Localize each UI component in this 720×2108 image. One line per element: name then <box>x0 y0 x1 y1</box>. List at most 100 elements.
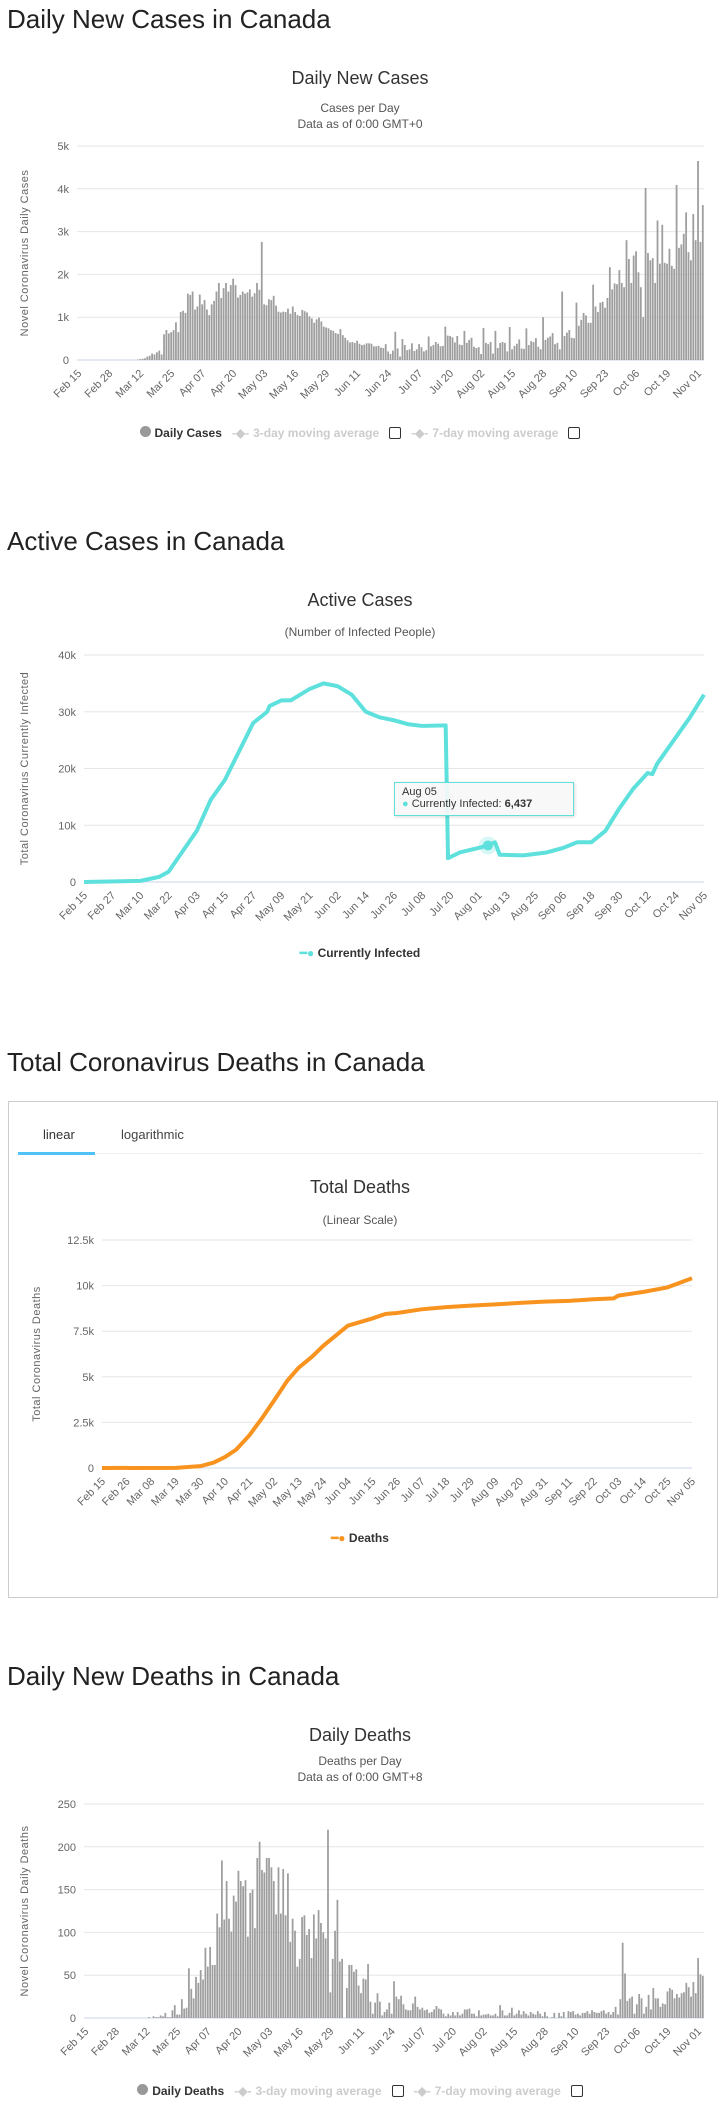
checkbox-7day-average[interactable] <box>570 2085 583 2097</box>
bar <box>644 187 647 360</box>
bar <box>510 2007 513 2018</box>
bar <box>647 1994 650 2018</box>
bar <box>639 287 642 360</box>
bar <box>456 336 459 360</box>
bar <box>213 1964 216 2018</box>
bar <box>239 294 242 360</box>
bar <box>659 263 661 360</box>
bar <box>144 358 146 360</box>
bar <box>461 345 463 360</box>
bar <box>322 1932 325 2018</box>
bar <box>315 319 318 360</box>
bar <box>210 304 213 360</box>
legend-label: 3-day moving average <box>255 2084 382 2098</box>
bar <box>640 1998 643 2018</box>
bar <box>246 292 249 360</box>
legend-item-3day-average[interactable]: -◆- 3-day moving average <box>234 2084 381 2098</box>
bar <box>346 340 349 360</box>
bar <box>380 347 382 360</box>
bar <box>477 347 480 360</box>
bar <box>291 306 294 360</box>
bar <box>616 284 618 360</box>
bar <box>324 1938 327 2018</box>
bar <box>439 346 442 360</box>
chart-title: Daily Deaths <box>308 1725 412 1745</box>
legend-item-3day-average[interactable]: -◆- 3-day moving average <box>232 426 379 440</box>
bar <box>489 2015 492 2018</box>
checkbox-3day-average[interactable] <box>391 2085 404 2097</box>
bar <box>345 1988 348 2018</box>
y-axis-label: Novel Coronavirus Daily Cases <box>19 170 31 337</box>
checkbox-7day-average[interactable] <box>568 427 581 439</box>
bar <box>602 2010 605 2018</box>
bar <box>244 293 246 360</box>
legend-item-7day-average[interactable]: -◆- 7-day moving average <box>411 426 558 440</box>
bar <box>239 1881 242 2018</box>
bar <box>692 1982 695 2018</box>
bar <box>508 2012 511 2018</box>
legend-label: 7-day moving average <box>432 426 559 440</box>
legend-item-daily-cases[interactable]: Daily Cases <box>139 426 222 440</box>
bar <box>244 1880 247 2018</box>
tooltip-value: 6,437 <box>504 798 533 810</box>
bar <box>621 1942 624 2018</box>
checkbox-3day-average[interactable] <box>389 427 402 439</box>
bar <box>172 330 175 360</box>
bar <box>155 352 158 360</box>
bar <box>466 2009 468 2018</box>
bar <box>437 343 440 360</box>
bar <box>631 1996 633 2018</box>
bar <box>577 325 580 360</box>
bar <box>317 1910 320 2018</box>
bar <box>588 2013 591 2018</box>
tab-linear[interactable]: linear <box>43 1127 75 1142</box>
bar <box>344 337 347 360</box>
legend-item-7day-average[interactable]: -◆- 7-day moving average <box>414 2084 561 2098</box>
bar <box>265 305 268 360</box>
bar <box>437 2008 440 2018</box>
bar <box>600 2011 603 2018</box>
bar <box>152 2016 155 2018</box>
bar <box>165 330 168 360</box>
bar <box>254 1928 256 2018</box>
legend-item-daily-deaths[interactable]: Daily Deaths <box>137 2084 224 2098</box>
y-tick-label: 0 <box>70 877 76 889</box>
bar <box>204 1947 207 2018</box>
bar <box>186 293 189 360</box>
bar <box>592 284 595 360</box>
bar <box>246 1936 249 2018</box>
bar <box>480 2015 483 2018</box>
bar <box>284 312 287 360</box>
legend-label: Currently Infected <box>317 946 421 960</box>
bar <box>164 2012 167 2018</box>
bar <box>330 330 332 360</box>
bar <box>241 291 244 360</box>
legend-item-deaths[interactable]: ━● Deaths <box>331 1531 389 1545</box>
bar <box>692 214 695 360</box>
x-tick-label: Aug 02 <box>457 2026 490 2059</box>
bar <box>371 2013 374 2018</box>
bar <box>523 348 525 360</box>
bar <box>339 329 342 360</box>
bar <box>287 1873 289 2018</box>
bar <box>617 2014 619 2018</box>
bar <box>666 1991 669 2018</box>
legend-item-currently-infected[interactable]: ━● Currently Infected <box>300 946 421 960</box>
bar <box>651 258 654 360</box>
bar <box>440 2009 443 2018</box>
bar <box>277 1867 280 2018</box>
bar <box>508 327 511 360</box>
tab-logarithmic[interactable]: logarithmic <box>121 1127 184 1142</box>
bar <box>268 1857 270 2018</box>
bar <box>225 282 227 360</box>
chart-subtitle: (Linear Scale) <box>322 1213 398 1227</box>
bar <box>171 2010 174 2018</box>
bar <box>685 212 688 360</box>
bar <box>482 327 485 360</box>
legend-label: Deaths <box>348 1531 389 1545</box>
bar <box>141 358 144 360</box>
bar <box>477 2010 480 2018</box>
y-tick-label: 0 <box>70 2013 76 2025</box>
bar <box>661 2003 664 2018</box>
bar <box>325 327 328 360</box>
